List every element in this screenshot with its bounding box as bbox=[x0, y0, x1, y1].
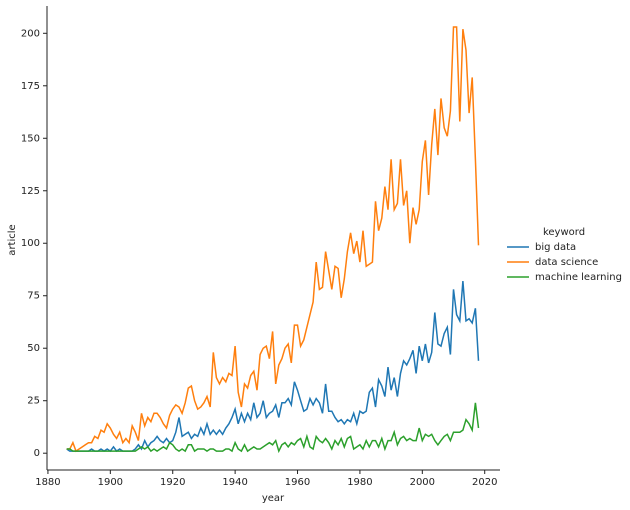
y-tick-label: 75 bbox=[27, 291, 40, 302]
legend-label: data science bbox=[535, 257, 598, 268]
y-tick-label: 0 bbox=[34, 448, 40, 459]
y-tick-label: 25 bbox=[27, 396, 40, 407]
x-tick-label: 1900 bbox=[98, 477, 123, 488]
y-tick-label: 50 bbox=[27, 343, 40, 354]
x-tick-label: 1960 bbox=[285, 477, 310, 488]
x-tick-label: 1920 bbox=[160, 477, 185, 488]
y-tick-label: 150 bbox=[21, 133, 40, 144]
legend-title: keyword bbox=[543, 227, 585, 238]
line-series bbox=[66, 280, 480, 453]
x-tick-label: 1980 bbox=[347, 477, 372, 488]
y-tick-label: 175 bbox=[21, 81, 40, 92]
x-axis-label: year bbox=[262, 493, 285, 504]
x-tick-label: 2000 bbox=[410, 477, 435, 488]
y-axis-label: article bbox=[7, 224, 18, 255]
y-tick-label: 200 bbox=[21, 28, 40, 39]
x-tick-label: 1940 bbox=[222, 477, 247, 488]
y-tick-label: 100 bbox=[21, 238, 40, 249]
y-tick-label: 125 bbox=[21, 186, 40, 197]
legend-label: big data bbox=[535, 242, 576, 253]
x-tick-label: 2020 bbox=[472, 477, 497, 488]
line-series bbox=[66, 26, 480, 453]
legend-label: machine learning bbox=[535, 272, 622, 283]
line-series bbox=[66, 402, 480, 454]
x-tick-label: 1880 bbox=[35, 477, 60, 488]
